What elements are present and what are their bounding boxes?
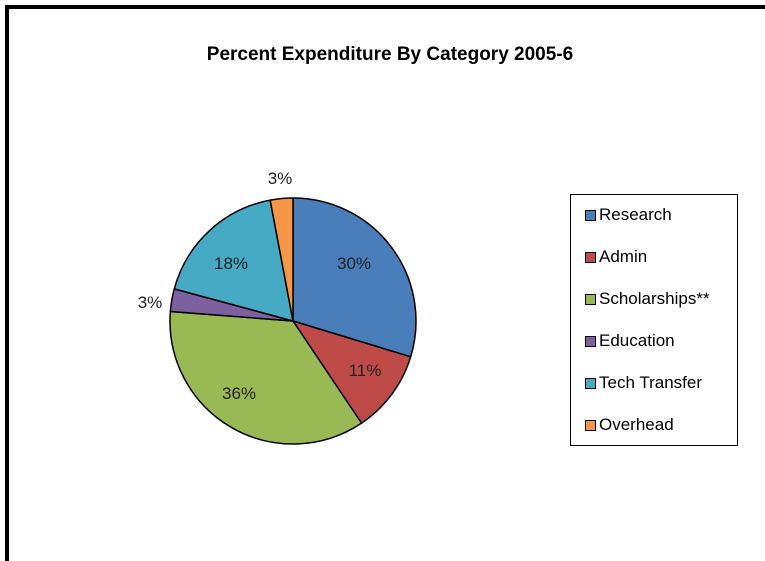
legend-swatch <box>585 251 596 263</box>
data-label-admin: 11% <box>349 361 382 380</box>
legend-swatch <box>585 335 596 347</box>
legend-item: Research <box>585 205 672 225</box>
legend-label: Overhead <box>599 415 674 434</box>
legend-label: Tech Transfer <box>599 373 702 392</box>
legend-label: Research <box>599 205 672 224</box>
legend-label: Scholarships** <box>599 289 710 308</box>
legend-item: Tech Transfer <box>585 373 702 393</box>
pie-slice-admin <box>292 320 412 424</box>
legend-swatch <box>585 419 596 431</box>
legend-swatch <box>585 377 596 389</box>
legend-item: Education <box>585 331 675 351</box>
legend-item: Admin <box>585 247 647 267</box>
data-label-tech-transfer: 18% <box>214 254 248 273</box>
legend-swatch <box>585 209 596 221</box>
pie-slice-tech-transfer <box>173 199 294 322</box>
data-label-scholarships: 36% <box>222 384 256 403</box>
legend-item: Scholarships** <box>585 289 710 309</box>
legend-label: Admin <box>599 247 648 266</box>
legend-item: Overhead <box>585 415 674 435</box>
legend-label: Education <box>599 331 675 350</box>
data-label-education: 3% <box>138 293 163 312</box>
pie-slice-overhead <box>269 197 294 322</box>
data-label-overhead: 3% <box>268 169 293 188</box>
data-label-research: 30% <box>337 254 371 273</box>
chart-title: Percent Expenditure By Category 2005-6 <box>206 44 574 65</box>
pie-slice-research <box>292 197 417 358</box>
legend-swatch <box>585 293 596 305</box>
chart-legend: Research Admin Scholarships** Education Tech… <box>570 194 738 446</box>
pie-slice-scholarships <box>169 310 363 445</box>
